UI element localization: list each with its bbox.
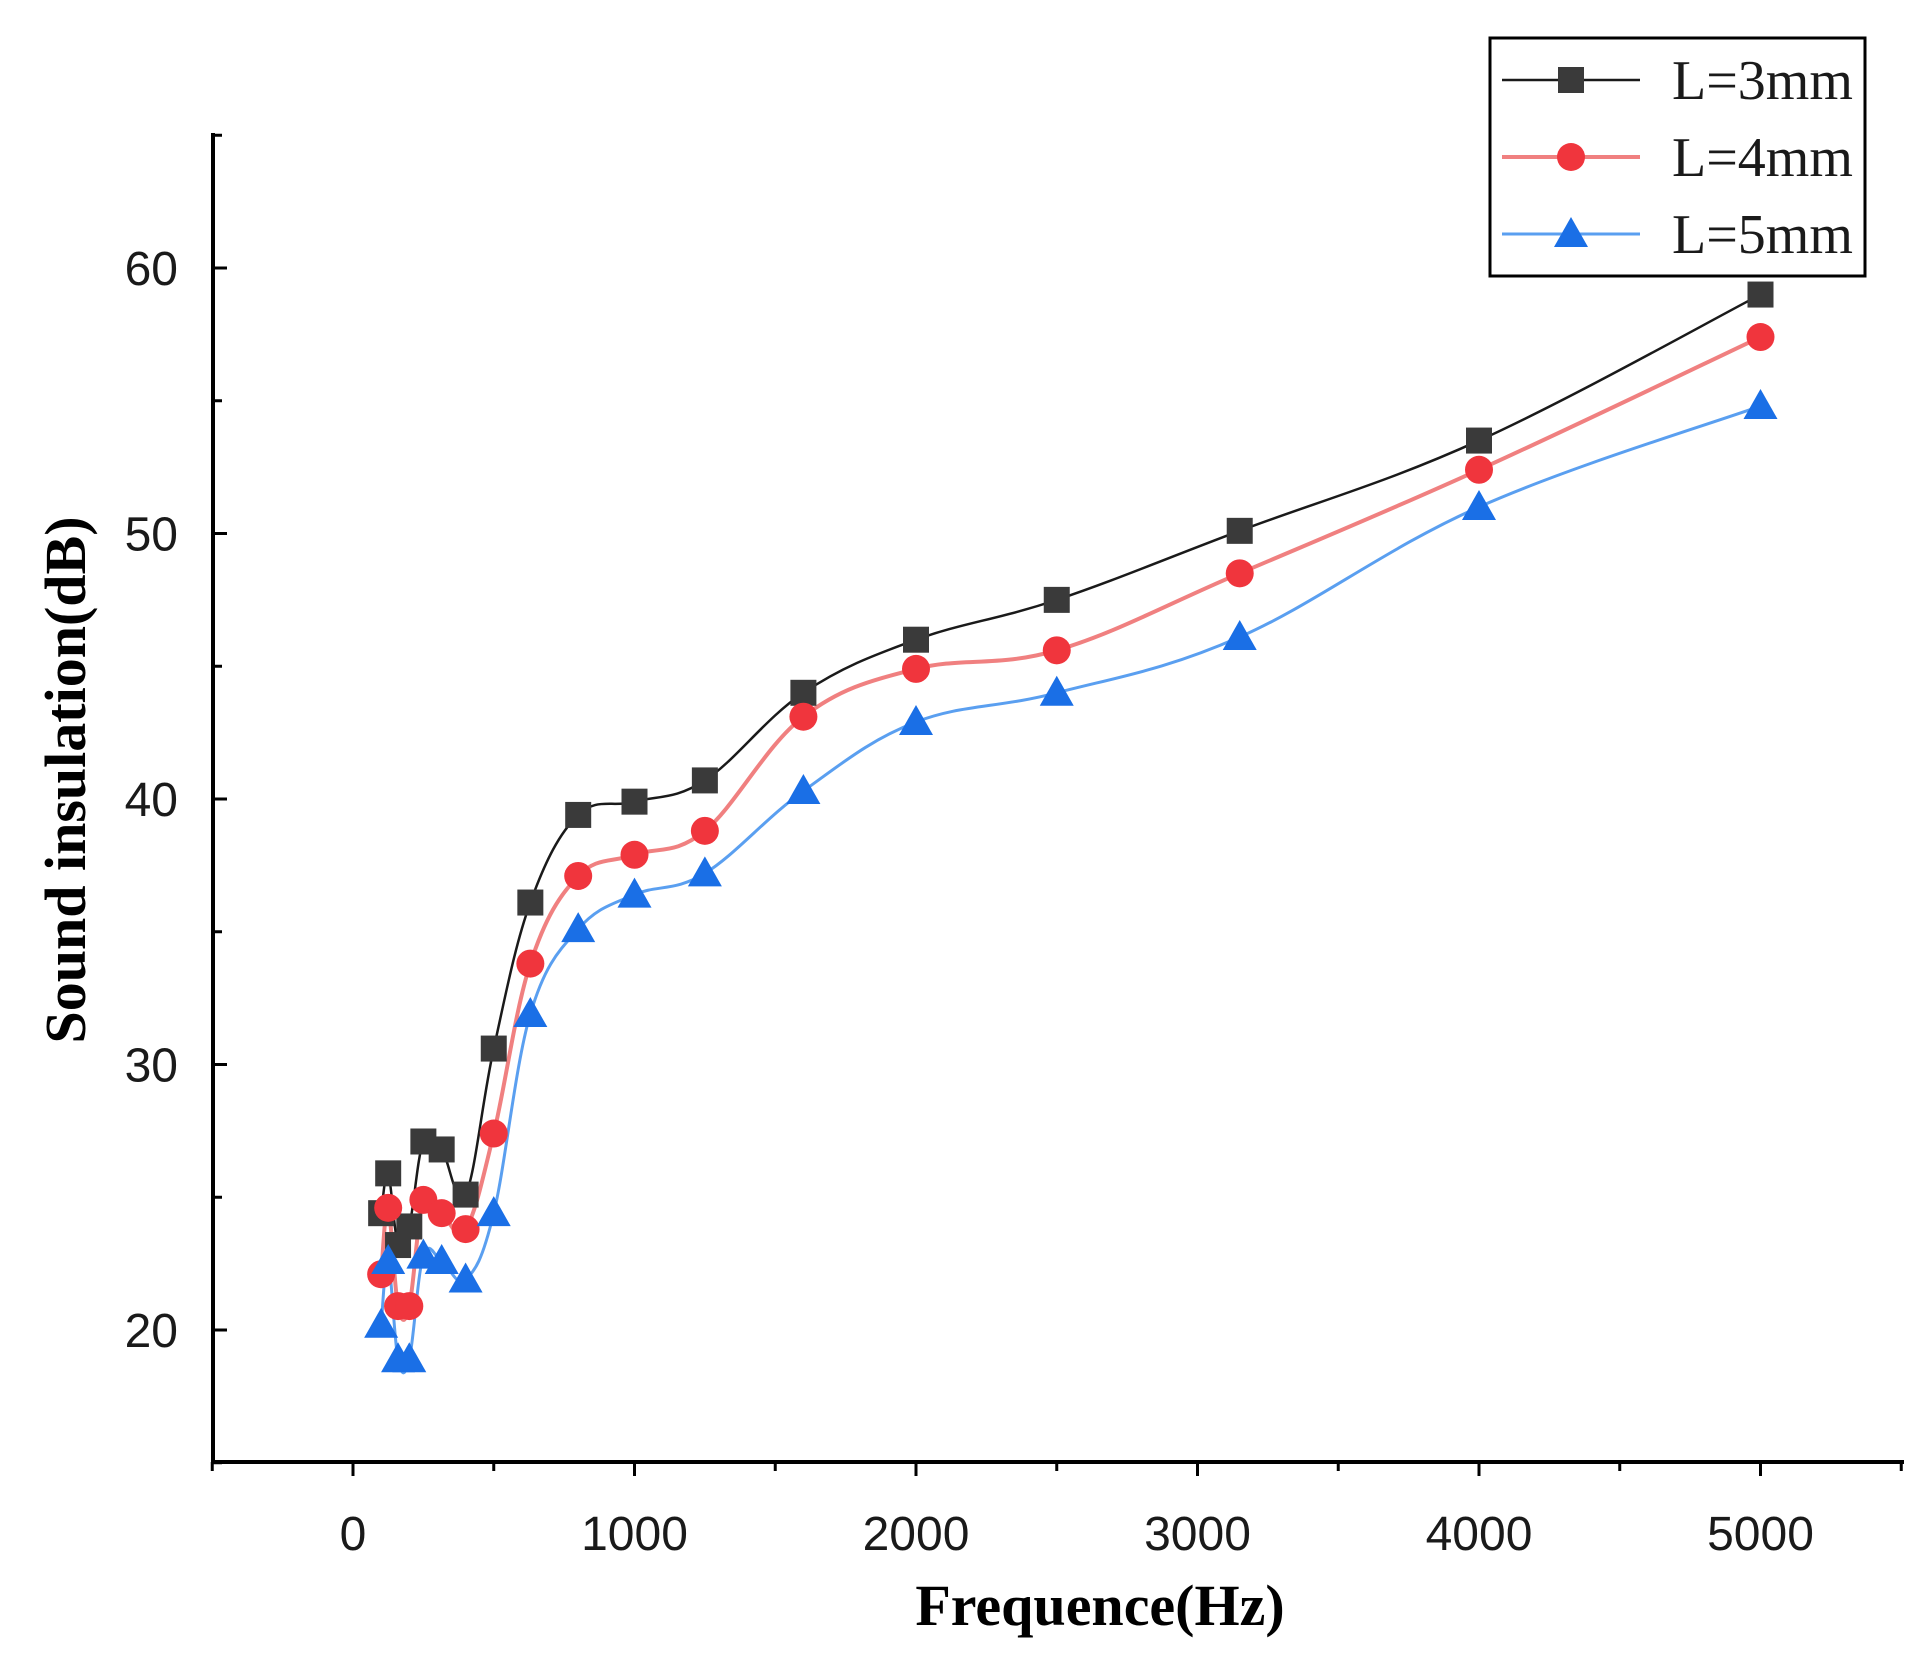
x-axis-title: Frequence(Hz)	[915, 1573, 1284, 1638]
data-point-series-2	[516, 949, 545, 978]
data-point-series-1	[428, 1136, 455, 1163]
data-point-series-2	[1465, 455, 1493, 484]
data-point-series-1	[691, 767, 718, 794]
series-line-2	[379, 335, 1762, 1322]
data-point-series-2	[1225, 559, 1254, 588]
data-point-series-1	[1466, 427, 1492, 454]
y-ticks: 20 30 40 50 60	[125, 133, 227, 1465]
data-point-series-3	[1039, 675, 1074, 706]
series-line-3	[379, 404, 1762, 1375]
data-point-series-3	[617, 877, 652, 908]
data-point-series-3	[406, 1238, 441, 1269]
y-tick-label: 50	[125, 509, 178, 562]
data-point-series-2	[451, 1215, 480, 1244]
data-point-series-3	[371, 1243, 406, 1274]
y-tick-label: 30	[125, 1040, 178, 1093]
data-point-series-1	[565, 801, 592, 828]
data-point-series-3	[448, 1262, 483, 1293]
data-point-series-3	[687, 856, 722, 887]
legend-label-2: L=4mm	[1672, 127, 1853, 189]
plot-area: 20 30 40 50 60 0 1000 2000 3000 4000 5000	[125, 133, 1904, 1561]
data-point-series-1	[517, 889, 544, 916]
x-tick-label: 2000	[863, 1508, 970, 1561]
legend-label-1: L=3mm	[1672, 50, 1853, 112]
legend: L=3mm L=4mm L=5mm	[1488, 36, 1867, 278]
legend-marker-1	[1558, 67, 1584, 93]
data-point-series-3	[786, 774, 821, 805]
data-point-series-2	[374, 1193, 403, 1222]
x-tick-label: 5000	[1707, 1508, 1814, 1561]
data-point-series-2	[427, 1199, 456, 1228]
y-tick-label: 40	[125, 774, 178, 827]
data-point-series-3	[424, 1243, 459, 1274]
series-lines	[379, 293, 1762, 1375]
x-ticks: 0 1000 2000 3000 4000 5000	[210, 1462, 1903, 1561]
legend-marker-3	[1554, 217, 1588, 247]
data-point-series-3	[476, 1196, 511, 1227]
legend-label-3: L=5mm	[1672, 204, 1853, 266]
data-point-series-1	[903, 626, 929, 653]
data-point-series-3	[1743, 389, 1778, 420]
x-tick-label: 4000	[1426, 1508, 1533, 1561]
data-point-series-3	[1462, 489, 1496, 520]
data-point-series-2	[620, 840, 649, 869]
series-markers	[364, 281, 1778, 1373]
x-tick-label: 1000	[581, 1508, 688, 1561]
data-point-series-2	[690, 816, 719, 845]
data-point-series-2	[395, 1292, 424, 1321]
data-point-series-1	[1747, 281, 1774, 308]
data-point-series-2	[1746, 323, 1775, 352]
data-point-series-3	[392, 1342, 427, 1373]
data-point-series-1	[480, 1035, 507, 1062]
data-point-series-2	[902, 654, 930, 683]
y-tick-label: 20	[125, 1305, 178, 1358]
data-point-series-1	[790, 679, 817, 706]
y-tick-label: 60	[125, 243, 178, 296]
data-point-series-1	[452, 1181, 479, 1208]
data-point-series-3	[899, 705, 933, 736]
data-point-series-3	[513, 997, 548, 1028]
data-point-series-2	[479, 1119, 508, 1148]
series-line-1	[379, 293, 1762, 1251]
legend-items: L=3mm L=4mm L=5mm	[1502, 50, 1853, 266]
data-point-series-3	[561, 912, 596, 943]
data-point-series-1	[396, 1213, 423, 1240]
data-point-series-3	[1222, 620, 1257, 651]
data-point-series-2	[789, 702, 818, 731]
data-point-series-2	[1042, 636, 1071, 665]
x-tick-label: 3000	[1144, 1508, 1251, 1561]
data-point-series-1	[1043, 586, 1070, 613]
data-point-series-3	[364, 1307, 399, 1338]
legend-marker-2	[1557, 143, 1585, 171]
data-point-series-1	[375, 1160, 402, 1187]
y-axis-title: Sound insulation(dB)	[33, 516, 98, 1043]
data-point-series-1	[1226, 517, 1253, 544]
x-tick-label: 0	[340, 1508, 367, 1561]
data-point-series-1	[621, 788, 648, 815]
data-point-series-2	[564, 861, 593, 890]
